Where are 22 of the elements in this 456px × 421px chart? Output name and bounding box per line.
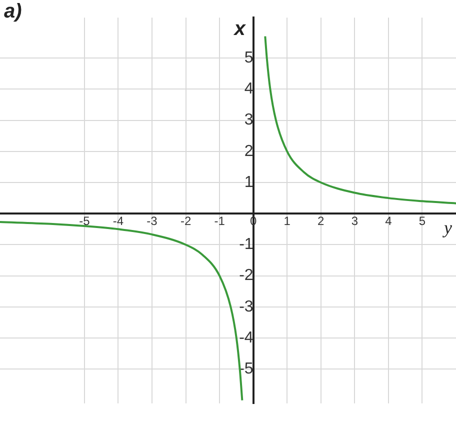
x-tick-label: -5 (79, 214, 90, 228)
x-tick-label: 5 (418, 214, 426, 228)
y-tick-label: 1 (244, 174, 254, 191)
x-tick-label: -2 (180, 214, 192, 228)
x-tick-label: 1 (284, 214, 291, 228)
y-tick-label: -5 (239, 360, 254, 378)
y-tick-label: 2 (244, 142, 254, 160)
y-tick-label: -2 (239, 267, 254, 284)
y-tick-label: -1 (239, 236, 254, 254)
line-series (264, 35, 456, 204)
x-tick-label: -3 (146, 214, 158, 228)
x-tick-label: -4 (112, 214, 124, 228)
y-tick-label: 3 (244, 112, 254, 129)
x-tick-label: -1 (214, 214, 226, 228)
x-tick-label: 3 (351, 214, 358, 228)
x-tick-label: 2 (318, 214, 325, 228)
y-tick-label: 5 (244, 49, 254, 66)
y-tick-label: -3 (239, 298, 254, 316)
x-axis-title: y (442, 217, 452, 238)
chart-title: a) (4, 0, 22, 23)
x-tick-label: 4 (385, 214, 392, 228)
y-axis-title: x (233, 18, 246, 40)
